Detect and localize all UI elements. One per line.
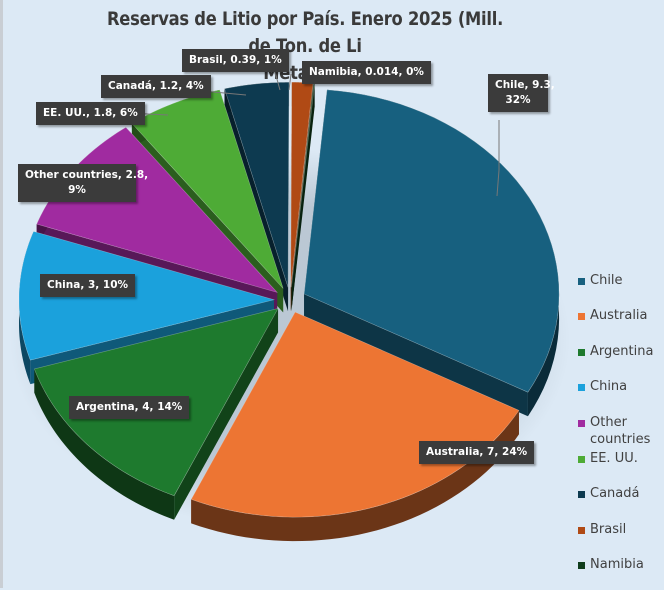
legend-label: Canadá — [590, 486, 640, 501]
legend-swatch-eeuu — [578, 456, 585, 463]
legend-label: China — [590, 379, 628, 394]
data-label-namibia: Namibia, 0.014, 0% — [302, 61, 431, 84]
legend-item-other-countries[interactable]: Other countries — [578, 414, 658, 448]
legend-item-eeuu[interactable]: EE. UU. — [578, 450, 638, 467]
data-label-other-line2: 9% — [68, 184, 86, 196]
legend-swatch-brasil — [578, 527, 585, 534]
pie-slice-australia[interactable] — [190, 311, 520, 542]
data-label-argentina: Argentina, 4, 14% — [69, 396, 190, 419]
legend-item-china[interactable]: China — [578, 378, 627, 395]
legend-label: EE. UU. — [590, 451, 638, 466]
data-label-canada: Canadá, 1.2, 4% — [101, 75, 211, 98]
data-label-eeuu: EE. UU., 1.8, 6% — [36, 102, 145, 125]
data-label-other-countries: Other countries, 2.8, 9% — [18, 164, 149, 202]
legend-label: Brasil — [590, 522, 627, 537]
pie-slice-chile[interactable] — [303, 89, 560, 417]
legend-swatch-canada — [578, 491, 585, 498]
legend-item-canada[interactable]: Canadá — [578, 485, 639, 502]
data-label-other-line1: Other countries, 2.8, — [25, 169, 149, 181]
legend-item-brasil[interactable]: Brasil — [578, 521, 626, 538]
data-label-brasil: Brasil, 0.39, 1% — [182, 49, 289, 72]
data-label-australia: Australia, 7, 24% — [419, 441, 535, 464]
pie-slices — [18, 81, 560, 542]
legend-label: Other countries — [590, 415, 651, 447]
legend-swatch-namibia — [578, 562, 585, 569]
data-label-chile-line1: Chile, 9.3, — [495, 79, 555, 91]
data-label-china: China, 3, 10% — [40, 274, 136, 297]
legend-label: Namibia — [590, 557, 644, 572]
legend-item-argentina[interactable]: Argentina — [578, 343, 653, 360]
data-label-chile-line2: 32% — [505, 94, 531, 106]
legend-swatch-chile — [578, 278, 585, 285]
legend-item-chile[interactable]: Chile — [578, 272, 623, 289]
legend-item-namibia[interactable]: Namibia — [578, 556, 644, 573]
legend-swatch-other-countries — [578, 420, 585, 427]
legend-item-australia[interactable]: Australia — [578, 307, 648, 324]
legend-swatch-china — [578, 384, 585, 391]
data-label-chile: Chile, 9.3, 32% — [488, 74, 555, 112]
legend-label: Australia — [590, 308, 648, 323]
legend-swatch-argentina — [578, 349, 585, 356]
legend-swatch-australia — [578, 313, 585, 320]
legend-label: Argentina — [590, 344, 654, 359]
legend-label: Chile — [590, 273, 623, 288]
